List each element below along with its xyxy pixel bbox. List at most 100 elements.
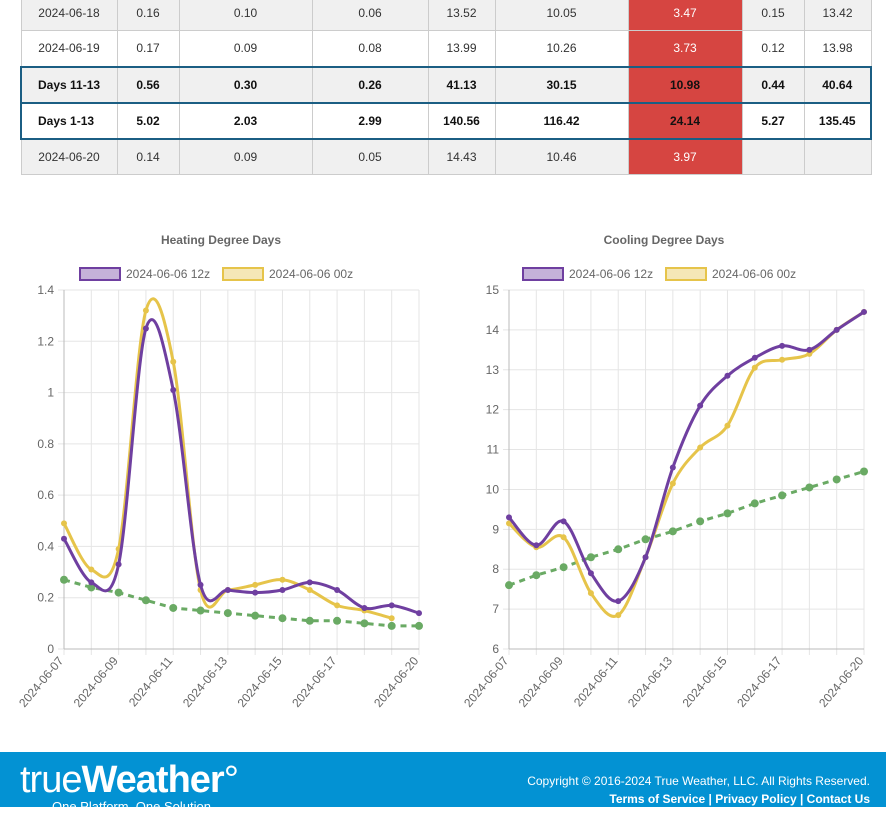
data-point: [252, 581, 259, 588]
table-cell: 30.15: [494, 65, 629, 104]
y-tick-label: 14: [486, 323, 500, 337]
data-point: [668, 527, 677, 536]
data-point: [388, 602, 395, 609]
x-tick-label: 2024-06-20: [371, 654, 421, 710]
table-cell: 0.44: [741, 65, 805, 104]
y-tick-label: 1.2: [37, 334, 54, 348]
y-tick-label: 13: [486, 363, 500, 377]
trueweather-logo: trueWeather°: [20, 759, 239, 801]
legend-label: 2024-06-06 12z: [126, 267, 210, 281]
x-tick-label: 2024-06-17: [289, 654, 339, 710]
data-point: [505, 581, 513, 590]
table-cell: 0.15: [741, 0, 805, 31]
table-cell: 0.17: [116, 30, 180, 67]
table-cell: 10.05: [494, 0, 629, 31]
table-cell: 13.99: [427, 30, 496, 67]
cdd-chart: Cooling Degree Days 2024-06-06 12z 2024-06…: [461, 233, 868, 710]
data-point: [279, 576, 286, 583]
contact-link[interactable]: Contact Us: [806, 792, 870, 806]
y-tick-label: 1: [47, 386, 54, 400]
table-cell: Days 11-13: [20, 65, 118, 104]
y-tick-label: 6: [492, 642, 499, 656]
data-point: [751, 364, 758, 371]
table-cell: 0.56: [116, 65, 180, 104]
data-point: [169, 603, 178, 612]
privacy-link[interactable]: Privacy Policy: [715, 792, 797, 806]
data-point: [669, 464, 676, 471]
data-point: [61, 520, 67, 527]
chart-title: Cooling Degree Days: [604, 233, 725, 247]
table-cell: 14.43: [427, 138, 496, 175]
data-point: [697, 402, 704, 409]
table-cell: 40.64: [803, 65, 872, 104]
y-tick-label: 10: [486, 482, 500, 496]
x-tick-label: 2024-06-07: [16, 654, 66, 710]
table-cell: 2024-06-20: [20, 138, 118, 175]
table-row: Days 1-13 5.02 2.03 2.99 140.56 116.42 24.14 5.…: [20, 101, 872, 140]
data-point: [61, 535, 67, 542]
data-point: [305, 616, 314, 625]
data-point: [615, 612, 622, 619]
data-point: [832, 475, 841, 484]
x-tick-label: 2024-06-11: [571, 654, 621, 710]
data-point: [560, 518, 567, 525]
data-point: [724, 372, 731, 379]
table-cell: 140.56: [427, 101, 496, 140]
table-cell: 2.03: [178, 101, 313, 140]
y-tick-label: 0.2: [37, 591, 54, 605]
data-point: [88, 566, 95, 573]
data-point: [361, 604, 368, 611]
table-cell: 5.27: [741, 101, 805, 140]
y-tick-label: 15: [486, 283, 500, 297]
data-point: [586, 553, 595, 562]
degree-days-table: 2024-06-18 0.16 0.10 0.06 13.52 10.05 3.47 0.15…: [20, 0, 872, 175]
table-cell: 0.05: [311, 138, 429, 175]
data-point: [805, 483, 814, 492]
data-point: [416, 610, 422, 617]
table-cell: 10.46: [494, 138, 629, 175]
data-point: [87, 583, 96, 592]
legend-swatch: [665, 267, 707, 281]
table-cell: 13.52: [427, 0, 496, 31]
table-cell: 0.26: [311, 65, 429, 104]
data-point: [724, 422, 731, 429]
data-point: [587, 590, 594, 597]
legend-label: 2024-06-06 00z: [269, 267, 353, 281]
x-tick-label: 2024-06-11: [126, 654, 176, 710]
data-point: [141, 596, 150, 605]
chart-title: Heating Degree Days: [161, 233, 281, 247]
data-point: [306, 579, 313, 586]
x-tick-label: 2024-06-07: [461, 654, 511, 710]
data-point: [506, 520, 512, 527]
data-point: [251, 611, 260, 620]
table-cell: Days 1-13: [20, 101, 118, 140]
terms-link[interactable]: Terms of Service: [609, 792, 706, 806]
x-tick-label: 2024-06-20: [816, 654, 866, 710]
data-point: [415, 621, 423, 630]
table-cell: 2.99: [311, 101, 429, 140]
table-cell: 0.10: [178, 0, 313, 31]
data-point: [170, 358, 177, 365]
data-point: [197, 581, 204, 588]
x-tick-label: 2024-06-17: [734, 654, 784, 710]
table-cell: 10.26: [494, 30, 629, 67]
hdd-chart: Heating Degree Days 2024-06-06 12z 2024-06…: [16, 233, 423, 710]
data-point: [833, 326, 840, 333]
data-point: [334, 602, 341, 609]
data-point: [60, 575, 68, 584]
data-point: [779, 342, 786, 349]
data-point: [196, 606, 205, 615]
legend-swatch: [79, 267, 121, 281]
data-point: [333, 616, 342, 625]
table-cell: [741, 138, 805, 175]
data-point: [532, 571, 541, 580]
data-point: [506, 514, 512, 521]
table-cell: 0.30: [178, 65, 313, 104]
data-point: [587, 570, 594, 577]
table-cell: 5.02: [116, 101, 180, 140]
data-point: [806, 346, 813, 353]
table-cell: 13.42: [803, 0, 872, 31]
data-point: [750, 499, 759, 508]
data-point: [223, 609, 232, 618]
data-point: [615, 598, 622, 605]
